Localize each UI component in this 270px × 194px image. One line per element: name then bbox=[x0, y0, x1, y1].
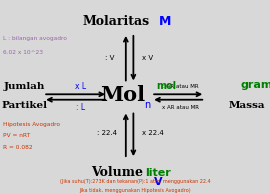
Text: (Jika suhu(T):273K dan tekanan(P):1 atm, menggunakan 22.4: (Jika suhu(T):273K dan tekanan(P):1 atm,… bbox=[60, 179, 210, 184]
Text: Jika tidak, menggunakan Hipotesis Avogadro): Jika tidak, menggunakan Hipotesis Avogad… bbox=[79, 188, 191, 193]
Text: Volume: Volume bbox=[92, 166, 143, 179]
Text: Mol: Mol bbox=[100, 85, 146, 105]
Text: : AR atau MR: : AR atau MR bbox=[163, 84, 199, 89]
Text: Massa: Massa bbox=[229, 101, 265, 110]
Text: liter: liter bbox=[145, 168, 171, 178]
Text: V: V bbox=[154, 177, 162, 187]
Text: R = 0.082: R = 0.082 bbox=[3, 145, 32, 150]
Text: Jumlah: Jumlah bbox=[4, 82, 45, 91]
Text: x L: x L bbox=[75, 82, 87, 91]
Text: gram: gram bbox=[240, 80, 270, 90]
Text: x V: x V bbox=[141, 55, 153, 61]
Text: mol: mol bbox=[156, 81, 176, 91]
Text: Molaritas: Molaritas bbox=[83, 15, 150, 28]
Text: n: n bbox=[144, 100, 150, 110]
Text: x 22.4: x 22.4 bbox=[142, 130, 163, 136]
Text: L : bilangan avogadro: L : bilangan avogadro bbox=[3, 36, 67, 41]
Text: x AR atau MR: x AR atau MR bbox=[162, 105, 200, 110]
Text: : V: : V bbox=[105, 55, 114, 61]
Text: PV = nRT: PV = nRT bbox=[3, 133, 30, 138]
Text: Partikel: Partikel bbox=[1, 101, 47, 110]
Text: M: M bbox=[158, 15, 171, 28]
Text: : 22.4: : 22.4 bbox=[97, 130, 117, 136]
Text: Hipotesis Avogadro: Hipotesis Avogadro bbox=[3, 122, 60, 127]
Text: 6.02 x 10^23: 6.02 x 10^23 bbox=[3, 50, 43, 55]
Text: : L: : L bbox=[76, 103, 86, 112]
